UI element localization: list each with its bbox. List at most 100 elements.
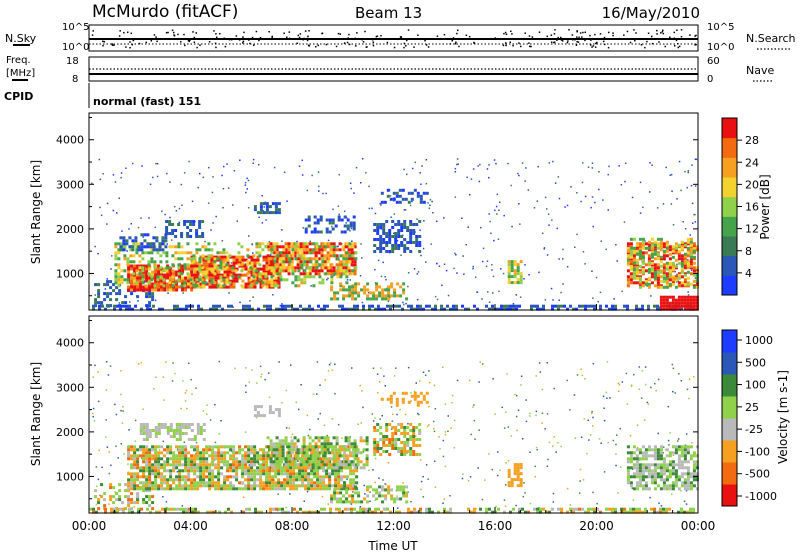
power-cell bbox=[677, 307, 681, 311]
velocity-speckle bbox=[231, 450, 233, 453]
power-cell bbox=[455, 307, 458, 311]
power-speckle bbox=[544, 299, 547, 301]
velocity-cell bbox=[145, 487, 149, 491]
noise-point bbox=[183, 33, 185, 36]
power-colorbar-tick-label: 16 bbox=[745, 201, 759, 214]
power-speckle bbox=[403, 303, 405, 306]
power-cell bbox=[344, 307, 347, 311]
velocity-speckle bbox=[422, 496, 425, 498]
velocity-cell bbox=[208, 478, 212, 482]
noise-point bbox=[640, 43, 643, 46]
velocity-cell bbox=[241, 460, 245, 464]
power-cell bbox=[677, 298, 681, 302]
velocity-cell bbox=[359, 436, 363, 440]
power-cell bbox=[353, 245, 357, 249]
power-cell bbox=[312, 275, 316, 279]
velocity-speckle bbox=[546, 413, 549, 415]
power-cell bbox=[647, 304, 650, 308]
noise-point bbox=[689, 34, 691, 36]
power-speckle bbox=[283, 171, 286, 174]
velocity-cell bbox=[385, 435, 389, 438]
power-cell bbox=[641, 254, 645, 258]
power-cell bbox=[391, 250, 395, 253]
power-cell bbox=[261, 281, 265, 285]
power-cell bbox=[113, 304, 116, 308]
power-cell bbox=[626, 254, 630, 258]
power-cell bbox=[677, 301, 681, 305]
power-cell bbox=[150, 278, 154, 282]
power-cell bbox=[231, 269, 235, 273]
velocity-cell bbox=[169, 469, 173, 473]
velocity-cell bbox=[307, 484, 311, 488]
velocity-cell bbox=[190, 481, 194, 485]
power-cell bbox=[674, 301, 678, 305]
noise-point bbox=[694, 44, 696, 46]
power-cell bbox=[312, 242, 316, 246]
power-cell bbox=[378, 285, 382, 289]
velocity-cell bbox=[406, 426, 410, 429]
power-cell bbox=[407, 191, 411, 195]
velocity-cell bbox=[302, 439, 306, 443]
velocity-cell bbox=[298, 472, 302, 476]
velocity-cell bbox=[172, 435, 176, 438]
velocity-cell bbox=[332, 463, 336, 467]
power-cell bbox=[695, 295, 699, 299]
noise-point bbox=[258, 39, 260, 42]
power-cell bbox=[246, 272, 250, 276]
power-cell bbox=[226, 261, 230, 265]
power-cell bbox=[209, 307, 212, 311]
power-cell bbox=[143, 239, 147, 243]
power-speckle bbox=[491, 269, 493, 271]
power-cell bbox=[382, 223, 386, 226]
velocity-cell bbox=[199, 472, 203, 476]
power-cell bbox=[326, 251, 330, 255]
power-cell bbox=[132, 242, 136, 246]
power-cell bbox=[175, 279, 179, 283]
velocity-cell bbox=[223, 475, 227, 479]
power-cell bbox=[148, 304, 152, 308]
power-cell bbox=[235, 279, 239, 283]
power-cell bbox=[353, 269, 357, 273]
velocity-cell bbox=[295, 475, 299, 479]
power-cell bbox=[253, 282, 257, 286]
power-cell bbox=[300, 251, 304, 255]
beam-title: Beam 13 bbox=[355, 4, 422, 22]
velocity-cell bbox=[281, 448, 285, 452]
velocity-cell bbox=[217, 487, 221, 491]
power-speckle bbox=[694, 185, 697, 187]
velocity-data bbox=[89, 360, 699, 514]
velocity-cell bbox=[304, 457, 308, 461]
power-speckle bbox=[574, 246, 576, 248]
power-cell bbox=[369, 291, 373, 295]
power-speckle bbox=[425, 182, 428, 185]
velocity-cell bbox=[229, 466, 233, 470]
power-cell bbox=[507, 281, 511, 285]
velocity-cell bbox=[281, 451, 285, 455]
noise-point bbox=[303, 37, 305, 40]
velocity-speckle bbox=[281, 402, 283, 404]
power-cell bbox=[388, 229, 392, 232]
power-speckle bbox=[428, 207, 431, 209]
power-cell bbox=[668, 273, 672, 277]
velocity-speckle bbox=[190, 378, 192, 381]
power-cell bbox=[635, 281, 639, 285]
power-cell bbox=[245, 307, 248, 311]
velocity-speckle bbox=[447, 430, 449, 432]
velocity-speckle bbox=[91, 412, 94, 415]
velocity-cell bbox=[151, 463, 155, 467]
power-cell bbox=[181, 276, 185, 280]
velocity-cell bbox=[253, 478, 257, 482]
power-speckle bbox=[191, 200, 194, 203]
power-cell bbox=[318, 275, 322, 279]
power-cell bbox=[278, 245, 282, 249]
velocity-cell bbox=[287, 442, 291, 446]
power-cell bbox=[285, 266, 289, 270]
velocity-cell bbox=[281, 466, 285, 470]
velocity-cell bbox=[326, 436, 330, 440]
power-cell bbox=[392, 191, 396, 195]
noise-point bbox=[259, 37, 262, 39]
power-cell bbox=[309, 260, 313, 264]
noise-point bbox=[656, 29, 658, 32]
velocity-cell bbox=[400, 432, 404, 435]
velocity-cell bbox=[277, 466, 281, 470]
